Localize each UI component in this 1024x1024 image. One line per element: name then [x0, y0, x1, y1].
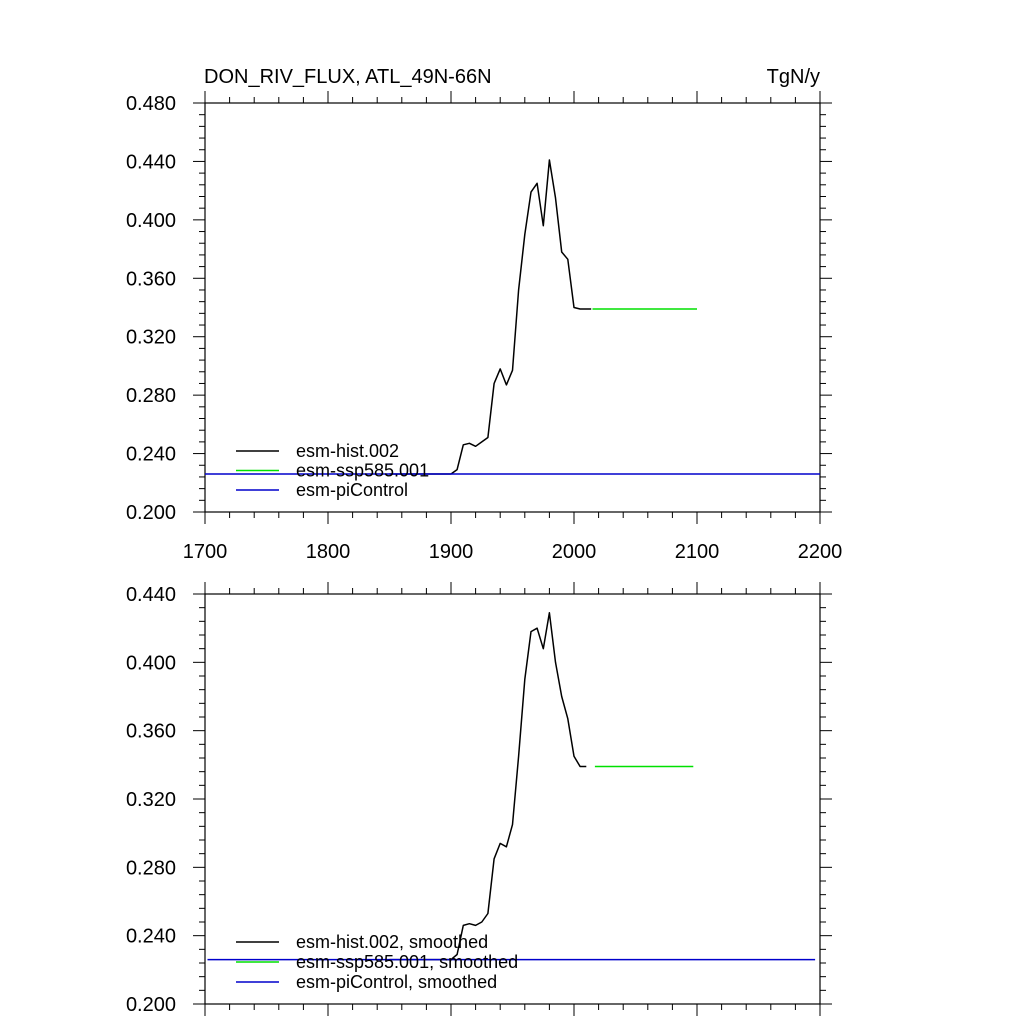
top-panel: 0.200 0.240 0.280 0.320 0.360 0.400 0.440 0.480…	[126, 91, 842, 563]
y-tick-label: 0.440	[126, 584, 176, 606]
y-tick-label: 0.360	[126, 721, 176, 743]
y-tick-label: 0.280	[126, 385, 176, 407]
legend-label-0: esm-hist.002	[296, 441, 399, 461]
y-tick-label: 0.440	[126, 151, 176, 173]
legend-label-1: esm-ssp585.001, smoothed	[296, 952, 518, 972]
x-tick-label: 1800	[306, 541, 351, 563]
y-tick-label: 0.320	[126, 789, 176, 811]
series-line-0	[389, 159, 592, 475]
x-tick-label: 2200	[798, 541, 843, 563]
y-tick-label: 0.200	[126, 994, 176, 1016]
series-line-0	[389, 612, 587, 961]
legend-label-2: esm-piControl, smoothed	[296, 972, 497, 992]
legend-label-2: esm-piControl	[296, 480, 408, 500]
bottom-panel: 0.200 0.240 0.280 0.320 0.360 0.400 0.440 esm-h…	[126, 582, 832, 1016]
y-tick-label: 0.200	[126, 502, 176, 524]
y-tick-label: 0.480	[126, 93, 176, 115]
y-tick-label: 0.360	[126, 268, 176, 290]
chart-title: DON_RIV_FLUX, ATL_49N-66N	[204, 66, 492, 88]
y-tick-label: 0.280	[126, 857, 176, 879]
y-tick-label: 0.240	[126, 926, 176, 948]
plot-frame	[204, 102, 821, 513]
x-tick-label: 1900	[429, 541, 474, 563]
y-tick-label: 0.320	[126, 327, 176, 349]
x-tick-label: 2000	[552, 541, 597, 563]
y-tick-label: 0.240	[126, 444, 176, 466]
units-label: TgN/y	[767, 66, 820, 88]
y-tick-label: 0.400	[126, 652, 176, 674]
x-tick-label: 2100	[675, 541, 720, 563]
legend-label-0: esm-hist.002, smoothed	[296, 932, 488, 952]
legend-label-1: esm-ssp585.001	[296, 461, 429, 481]
x-tick-label: 1700	[183, 541, 228, 563]
y-tick-label: 0.400	[126, 210, 176, 232]
